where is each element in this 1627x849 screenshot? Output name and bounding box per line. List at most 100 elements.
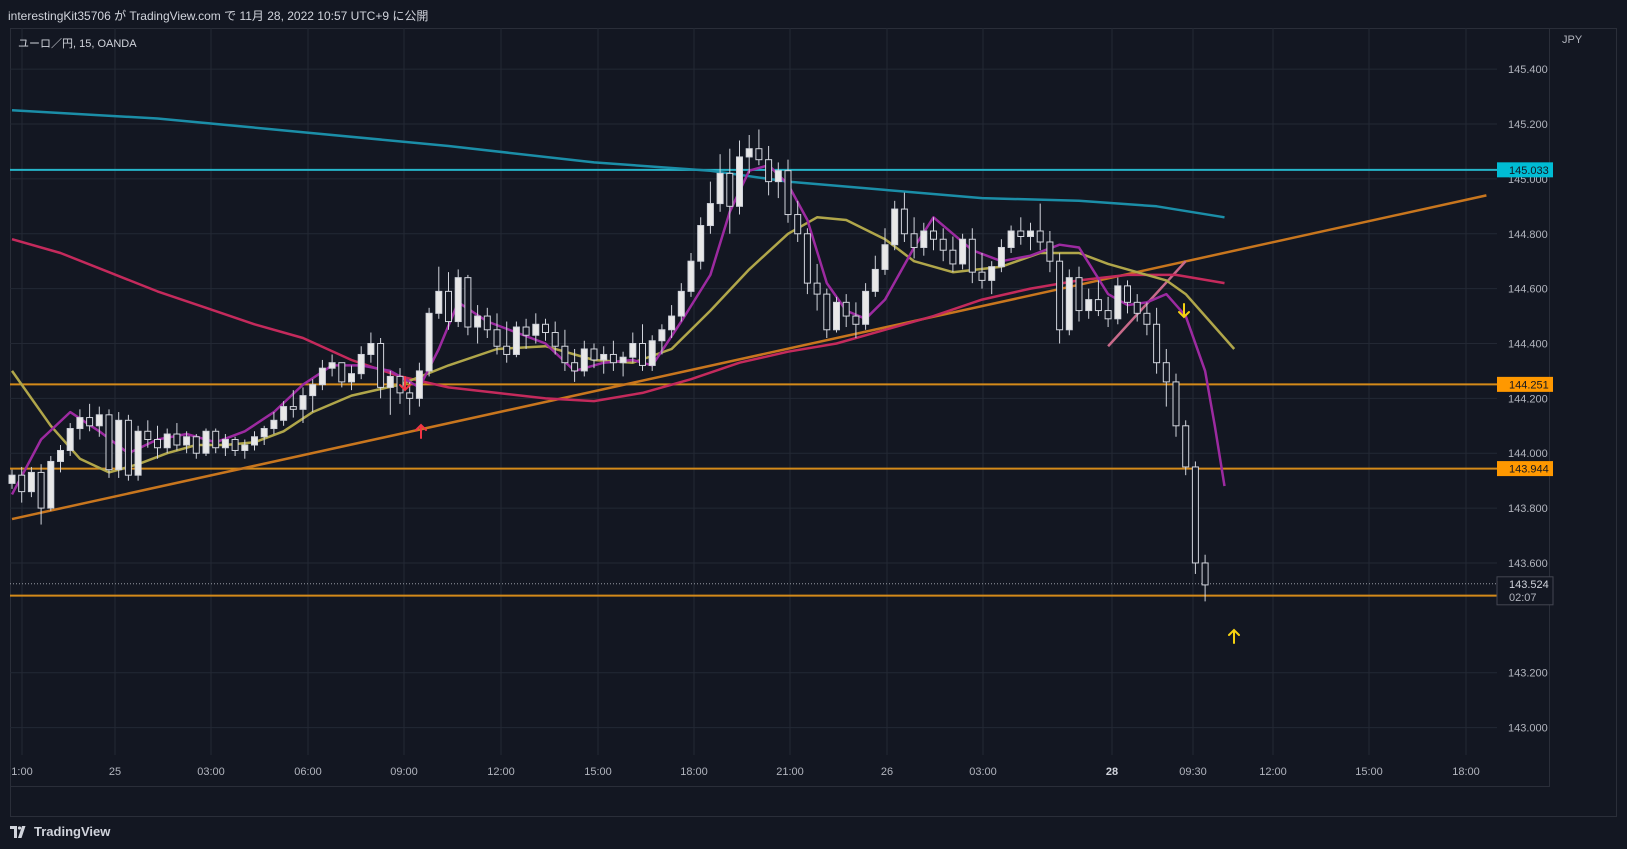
- candle-up: [862, 290, 870, 325]
- price-label-bg: [1497, 162, 1553, 178]
- x-tick-label: 03:00: [969, 766, 997, 778]
- candle-up: [532, 323, 540, 336]
- candle-up: [745, 148, 753, 158]
- candle-down: [571, 362, 579, 372]
- countdown-label-text: 02:07: [1509, 592, 1537, 604]
- candle-down: [1153, 323, 1161, 364]
- time-axis[interactable]: 1:00 25 03:00 06:00 09:00 12:00 15:00 18:00 21:0…: [11, 766, 1479, 778]
- candle-up: [57, 449, 64, 462]
- candle-up: [1027, 230, 1034, 237]
- candle-up: [425, 312, 433, 372]
- candle-up: [318, 367, 326, 386]
- candle-down: [377, 342, 385, 388]
- candle-up: [202, 430, 210, 454]
- down-arrow-icon: [1178, 303, 1190, 319]
- trendlines[interactable]: [11, 194, 1487, 521]
- candle-up: [241, 444, 249, 451]
- candle-down: [784, 170, 792, 216]
- candle-down: [794, 214, 802, 235]
- y-tick-label: 144.000: [1508, 448, 1548, 460]
- x-tick-label: 09:00: [390, 766, 418, 778]
- candle-down: [930, 230, 937, 240]
- candle-down: [1182, 425, 1190, 468]
- grid: [10, 28, 1497, 755]
- candle-down: [445, 290, 452, 323]
- candle-up: [697, 225, 705, 262]
- moving-average-line: [10, 163, 1226, 495]
- candle-down: [813, 282, 821, 295]
- x-tick-label: 15:00: [584, 766, 612, 778]
- candle-up: [435, 290, 443, 314]
- candle-down: [1191, 466, 1199, 564]
- candle-up: [76, 417, 84, 430]
- candle-up: [891, 208, 899, 246]
- brand-name: TradingView: [34, 824, 111, 839]
- candle-down: [338, 362, 346, 383]
- candle-down: [464, 277, 472, 328]
- candle-up: [163, 433, 171, 449]
- candle-up: [512, 326, 520, 355]
- candle-up: [959, 238, 967, 265]
- y-tick-label: 143.600: [1508, 558, 1548, 570]
- plot-area[interactable]: [10, 28, 1550, 787]
- candle-down: [949, 249, 957, 265]
- candle-up: [474, 315, 482, 328]
- y-tick-label: 145.400: [1508, 64, 1548, 76]
- candle-down: [18, 474, 26, 493]
- candle-down: [493, 329, 501, 347]
- publish-bar: interestingKit35706 が TradingView.com で …: [0, 0, 1627, 28]
- candle-down: [1162, 362, 1170, 383]
- last-price-label-bg: [1496, 576, 1554, 606]
- candle-up: [716, 172, 724, 205]
- candle-up: [677, 290, 685, 317]
- chart-frame: [10, 28, 1617, 817]
- candle-up: [270, 419, 278, 430]
- candle-down: [1094, 299, 1102, 312]
- candle-down: [1201, 562, 1209, 586]
- price-axis[interactable]: 145.400145.200145.000144.800144.600144.4…: [1508, 64, 1548, 734]
- footer: TradingView: [0, 817, 1627, 849]
- candle-down: [1046, 241, 1054, 262]
- x-tick-label: 06:00: [294, 766, 322, 778]
- horizontal-levels[interactable]: [10, 168, 1497, 597]
- tradingview-logo[interactable]: TradingView: [10, 824, 110, 839]
- candle-up: [251, 436, 258, 446]
- candle-up: [1007, 230, 1015, 248]
- currency-label: JPY: [1562, 34, 1583, 46]
- trendline: [11, 194, 1487, 521]
- candle-up: [833, 301, 840, 331]
- candle-down: [503, 345, 511, 355]
- candle-down: [1017, 230, 1025, 237]
- up-arrow-icon: [415, 423, 427, 439]
- x-tick-label: 03:00: [197, 766, 225, 778]
- candle-up: [997, 246, 1005, 268]
- candle-down: [823, 293, 831, 331]
- candle-down: [910, 233, 918, 248]
- candle-up: [299, 395, 307, 410]
- candle-up: [871, 268, 879, 292]
- price-label-text: 143.944: [1509, 464, 1549, 476]
- candle-down: [561, 345, 569, 364]
- candle-up: [1065, 277, 1073, 331]
- candle-down: [939, 238, 947, 251]
- symbol-legend[interactable]: ユーロ／円, 15, OANDA: [18, 38, 137, 50]
- candle-down: [900, 208, 908, 235]
- moving-average-line: [11, 109, 1225, 219]
- candle-down: [609, 353, 617, 364]
- candle-up: [348, 373, 355, 383]
- candle-up: [881, 244, 889, 270]
- candle-down: [726, 172, 734, 207]
- candle-down: [231, 439, 239, 451]
- x-tick-label: 1:00: [11, 766, 32, 778]
- y-tick-label: 143.000: [1508, 723, 1548, 735]
- candle-up: [687, 260, 695, 292]
- candle-up: [260, 428, 268, 438]
- candle-down: [639, 342, 646, 366]
- candle-down: [173, 433, 181, 446]
- publish-info: interestingKit35706 が TradingView.com で …: [8, 9, 429, 23]
- candle-down: [105, 414, 113, 471]
- candle-down: [842, 301, 850, 317]
- price-label-bg: [1497, 376, 1553, 392]
- price-label-text: 144.251: [1509, 379, 1549, 391]
